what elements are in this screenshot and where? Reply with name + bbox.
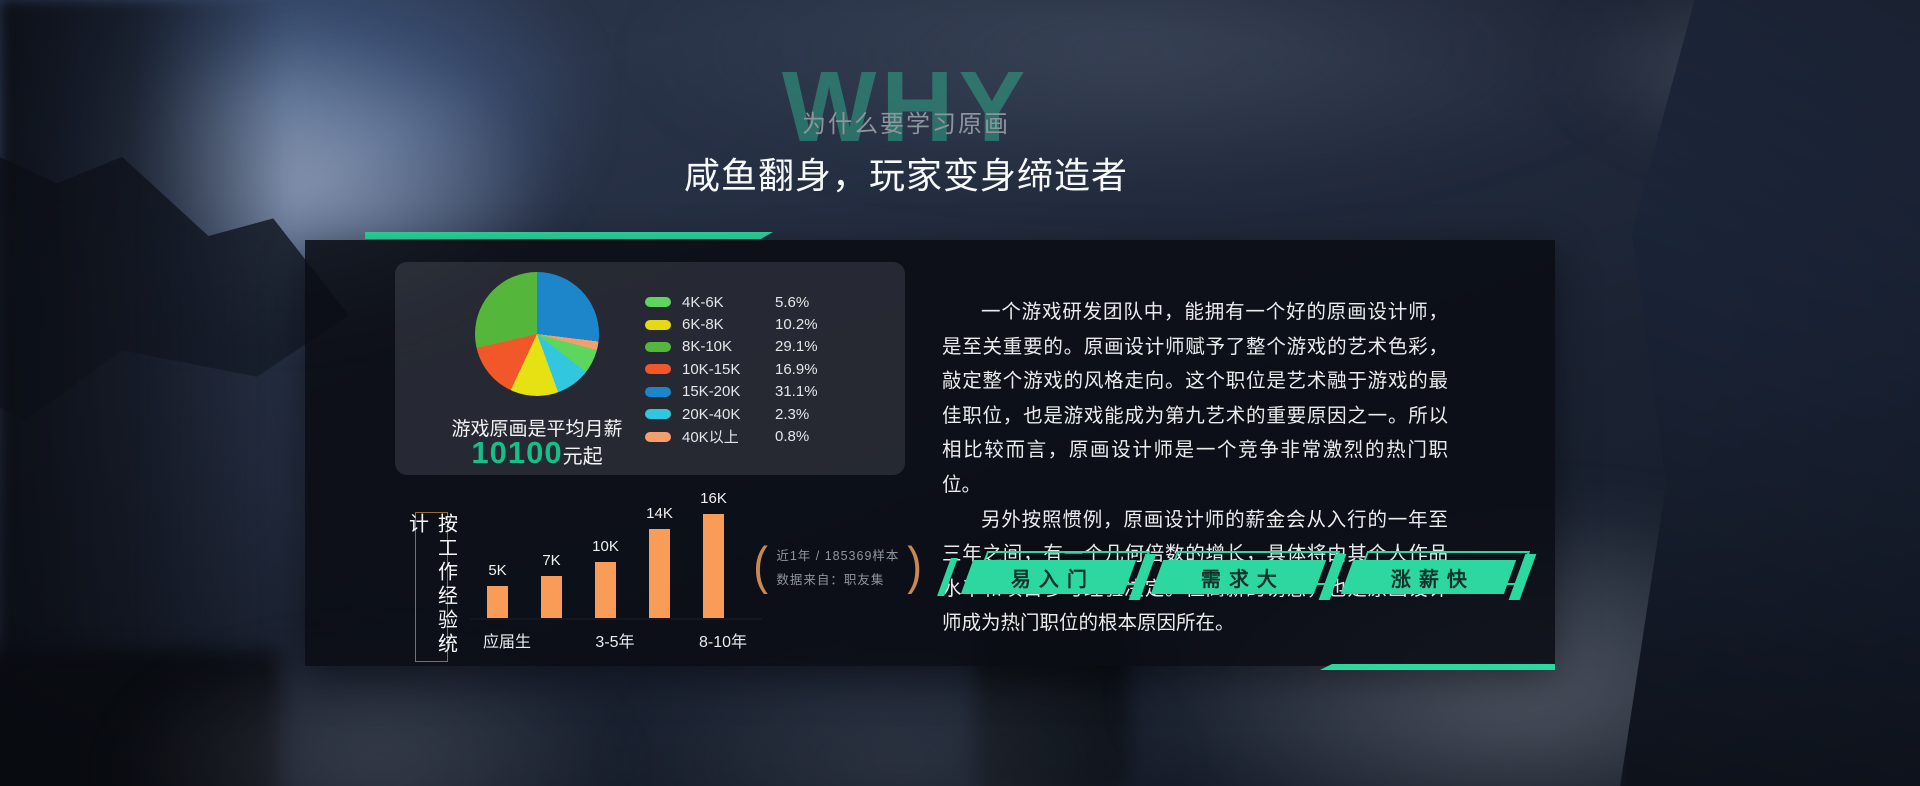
legend-label: 40K以上 — [682, 429, 739, 447]
bar — [487, 586, 508, 619]
legend-row: 20K-40K 2.3% — [645, 403, 818, 425]
bar-value-label: 7K — [542, 552, 561, 569]
legend-row: 8K-10K 29.1% — [645, 336, 818, 358]
legend-label: 8K-10K — [682, 338, 733, 356]
salary-number: 10100 — [471, 435, 563, 470]
sample-note-line1: 近1年 / 185369样本 — [776, 548, 900, 563]
benefit-button-label: 易入门 — [1010, 568, 1095, 591]
accent-line-bottom — [1320, 664, 1555, 670]
benefit-button-high-demand[interactable]: 需求大 — [1150, 551, 1341, 594]
benefit-button-fast-raise[interactable]: 涨薪快 — [1340, 551, 1531, 594]
background-rock — [1615, 0, 1920, 786]
legend-label: 15K-20K — [682, 383, 741, 401]
bar-value-label: 16K — [700, 490, 727, 507]
legend-label: 6K-8K — [682, 316, 724, 334]
legend-swatch — [645, 319, 671, 330]
salary-caption: 游戏原画是平均月薪 — [451, 419, 623, 440]
ribbon-fill: 需求大 — [1150, 560, 1327, 594]
legend-label: 4K-6K — [682, 293, 724, 311]
x-axis-label: 3-5年 — [595, 634, 635, 651]
bar-column: 16K — [700, 490, 727, 619]
sample-note-lines: 近1年 / 185369样本 数据来自：职友集 — [776, 545, 899, 588]
x-axis-label: 8-10年 — [698, 634, 748, 651]
ribbon-fill: 易入门 — [960, 560, 1137, 594]
hero-subtitle: 为什么要学习原画 — [802, 111, 1010, 138]
legend-label: 20K-40K — [682, 405, 741, 423]
bar-column: 5K — [487, 562, 508, 619]
legend-swatch — [645, 409, 671, 420]
benefit-button-label: 涨薪快 — [1390, 568, 1475, 591]
page-title: 咸鱼翻身，玩家变身缔造者 — [683, 155, 1128, 196]
hero-watermark: WHY — [781, 51, 1031, 163]
benefit-button-easy-entry[interactable]: 易入门 — [960, 551, 1151, 594]
legend-swatch — [645, 431, 671, 442]
ribbon-fill: 涨薪快 — [1340, 560, 1517, 594]
legend-swatch — [645, 364, 671, 375]
legend-label: 10K-15K — [682, 360, 741, 378]
bar-value-label: 5K — [488, 562, 507, 579]
open-paren: ( — [753, 537, 769, 595]
bar — [541, 576, 562, 619]
legend-row: 4K-6K 5.6% — [645, 291, 818, 313]
background-rock — [0, 650, 280, 786]
salary-pie-chart — [475, 272, 599, 396]
bar — [595, 562, 616, 619]
experience-bar-chart: 5K 7K 10K 14K 16K — [487, 490, 735, 619]
close-paren: ) — [907, 537, 923, 595]
legend-row: 15K-20K 31.1% — [645, 381, 818, 403]
description-paragraph-1: 一个游戏研发团队中，能拥有一个好的原画设计师，是至关重要的。原画设计师赋予了整个… — [942, 301, 1448, 496]
legend-percent: 10.2% — [775, 316, 818, 334]
legend-percent: 16.9% — [775, 360, 818, 378]
sample-note-line2: 数据来自：职友集 — [776, 572, 885, 587]
benefit-button-label: 需求大 — [1200, 568, 1285, 591]
salary-figure: 10100元起 — [407, 435, 667, 471]
legend-swatch — [645, 386, 671, 397]
x-axis-label: 应届生 — [482, 634, 532, 651]
bar-column: 10K — [592, 538, 619, 619]
legend-row: 10K-15K 16.9% — [645, 358, 818, 380]
x-axis-line — [470, 618, 762, 620]
bar — [703, 514, 724, 619]
bar-column: 14K — [646, 505, 673, 619]
background-cloud — [640, 0, 1640, 190]
legend-percent: 2.3% — [775, 405, 810, 423]
legend-row: 40K以上 0.8% — [645, 425, 818, 447]
legend-percent: 5.6% — [775, 293, 810, 311]
legend-percent: 29.1% — [775, 338, 818, 356]
bar-value-label: 14K — [646, 505, 673, 522]
legend-swatch — [645, 297, 671, 308]
bar-value-label: 10K — [592, 538, 619, 555]
bar — [649, 529, 670, 619]
legend-percent: 31.1% — [775, 383, 818, 401]
bar-column: 7K — [541, 552, 562, 619]
pie-legend: 4K-6K 5.6% 6K-8K 10.2% 8K-10K 29.1% 10K-… — [645, 291, 818, 448]
sample-note: ( 近1年 / 185369样本 数据来自：职友集 ) — [752, 537, 924, 595]
legend-swatch — [645, 341, 671, 352]
accent-line-top — [365, 232, 773, 239]
salary-suffix: 元起 — [562, 446, 603, 468]
legend-percent: 0.8% — [775, 428, 810, 446]
experience-side-label: 按工作经验统计 — [405, 513, 457, 657]
legend-row: 6K-8K 10.2% — [645, 313, 818, 335]
experience-side-label-box: 按工作经验统计 — [406, 512, 457, 662]
